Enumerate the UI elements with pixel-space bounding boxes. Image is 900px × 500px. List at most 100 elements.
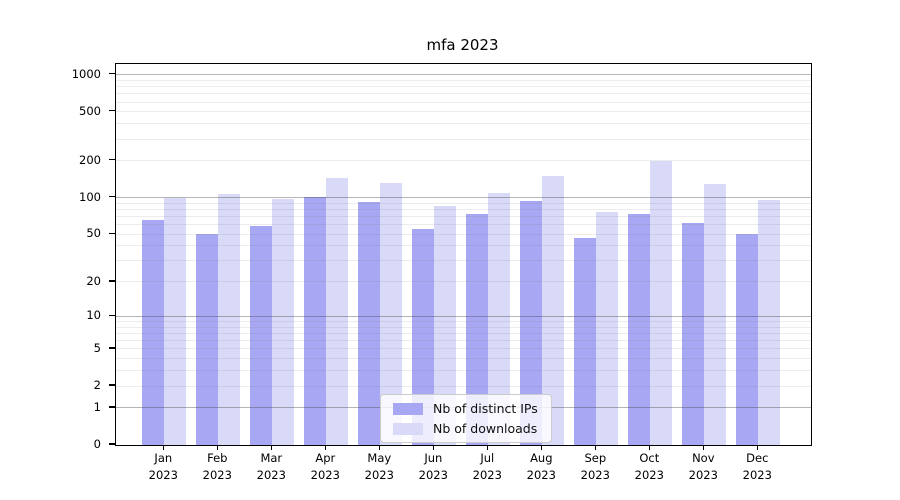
x-tick-mark-mar-2023 <box>270 445 272 450</box>
bar-distinct-ips-jul-2023 <box>466 214 489 445</box>
y-tick-mark-10 <box>109 314 115 317</box>
y-tick-mark-50 <box>109 232 115 234</box>
bar-distinct-ips-jun-2023 <box>412 229 435 445</box>
legend-swatch-downloads <box>393 422 423 435</box>
bar-downloads-sep-2023 <box>596 212 619 445</box>
x-tick-label-oct-2023: Oct 2023 <box>634 451 664 482</box>
bar-downloads-oct-2023 <box>650 160 673 445</box>
y-tick-label-0: 0 <box>93 437 101 451</box>
legend-swatch-distinct-ips <box>393 402 423 415</box>
legend-label-distinct-ips: Nb of distinct IPs <box>433 401 538 416</box>
bar-distinct-ips-mar-2023 <box>250 226 273 445</box>
legend: Nb of distinct IPs Nb of downloads <box>380 394 552 443</box>
gridline-minor-60 <box>116 224 811 226</box>
x-tick-mark-aug-2023 <box>540 445 542 450</box>
bar-downloads-nov-2023 <box>704 183 727 445</box>
plot-area: Nb of distinct IPs Nb of downloads <box>115 63 812 446</box>
bar-downloads-aug-2023 <box>542 176 565 445</box>
y-tick-mark-0 <box>109 443 115 445</box>
x-tick-label-apr-2023: Apr 2023 <box>310 451 340 482</box>
bar-downloads-feb-2023 <box>218 193 241 445</box>
bar-distinct-ips-jan-2023 <box>142 220 165 445</box>
x-tick-mark-sep-2023 <box>594 445 596 450</box>
x-tick-label-nov-2023: Nov 2023 <box>688 451 718 482</box>
gridline-minor-800 <box>116 86 811 88</box>
x-tick-label-feb-2023: Feb 2023 <box>202 451 232 482</box>
bar-distinct-ips-apr-2023 <box>304 197 327 445</box>
y-tick-label-10: 10 <box>86 308 101 323</box>
y-tick-mark-2 <box>109 384 115 386</box>
y-tick-label-1000: 1000 <box>71 66 101 81</box>
gridline-minor-300 <box>116 138 811 140</box>
y-tick-mark-1 <box>109 406 115 408</box>
x-tick-mark-nov-2023 <box>702 445 704 450</box>
y-tick-label-100: 100 <box>79 189 101 204</box>
y-tick-mark-1000 <box>109 73 115 75</box>
y-tick-label-20: 20 <box>86 273 101 288</box>
x-tick-label-jul-2023: Jul 2023 <box>472 451 502 482</box>
x-tick-mark-apr-2023 <box>324 445 326 450</box>
y-tick-mark-20 <box>109 280 115 282</box>
legend-row-distinct-ips: Nb of distinct IPs <box>389 401 543 416</box>
y-tick-label-2: 2 <box>93 378 101 393</box>
gridline-minor-90 <box>116 202 811 204</box>
y-tick-label-1: 1 <box>93 399 101 414</box>
y-tick-label-5: 5 <box>93 340 101 355</box>
x-tick-mark-oct-2023 <box>648 445 650 450</box>
gridline-minor-400 <box>116 123 811 125</box>
gridline-major-100 <box>116 196 811 199</box>
bar-distinct-ips-may-2023 <box>358 202 381 445</box>
gridline-minor-50 <box>116 233 811 235</box>
x-tick-mark-feb-2023 <box>216 445 218 450</box>
legend-label-downloads: Nb of downloads <box>433 421 538 436</box>
gridline-minor-200 <box>116 160 811 162</box>
gridline-minor-5 <box>116 348 811 350</box>
gridline-minor-20 <box>116 281 811 283</box>
x-tick-label-aug-2023: Aug 2023 <box>526 451 556 482</box>
y-tick-label-500: 500 <box>79 103 101 118</box>
y-tick-mark-500 <box>109 110 115 112</box>
chart-title: mfa 2023 <box>426 36 499 54</box>
bar-downloads-may-2023 <box>380 182 403 445</box>
x-tick-mark-dec-2023 <box>756 445 758 450</box>
gridline-minor-3 <box>116 370 811 372</box>
gridline-minor-700 <box>116 93 811 95</box>
x-tick-label-jun-2023: Jun 2023 <box>418 451 448 482</box>
legend-row-downloads: Nb of downloads <box>389 421 543 436</box>
bar-downloads-jul-2023 <box>488 192 511 445</box>
x-tick-mark-jun-2023 <box>432 445 434 450</box>
x-tick-mark-jan-2023 <box>162 445 164 450</box>
gridline-minor-9 <box>116 321 811 323</box>
gridline-minor-600 <box>116 101 811 103</box>
bar-downloads-jan-2023 <box>164 197 187 445</box>
bar-downloads-apr-2023 <box>326 177 349 445</box>
gridline-major-10 <box>116 315 811 318</box>
gridline-minor-70 <box>116 216 811 218</box>
y-tick-mark-200 <box>109 159 115 161</box>
bar-distinct-ips-dec-2023 <box>736 234 759 445</box>
bar-distinct-ips-aug-2023 <box>520 200 543 445</box>
x-tick-label-jan-2023: Jan 2023 <box>148 451 178 482</box>
bar-distinct-ips-nov-2023 <box>682 222 705 445</box>
y-tick-mark-100 <box>109 195 115 198</box>
x-tick-label-may-2023: May 2023 <box>364 451 394 482</box>
gridline-minor-2 <box>116 385 811 387</box>
x-tick-label-dec-2023: Dec 2023 <box>742 451 772 482</box>
bar-distinct-ips-feb-2023 <box>196 234 219 445</box>
x-tick-mark-may-2023 <box>378 445 380 450</box>
bar-downloads-dec-2023 <box>758 199 781 445</box>
gridline-minor-40 <box>116 245 811 247</box>
gridline-minor-80 <box>116 208 811 210</box>
bar-downloads-jun-2023 <box>434 206 457 445</box>
gridline-minor-7 <box>116 333 811 335</box>
x-tick-label-sep-2023: Sep 2023 <box>580 451 610 482</box>
x-tick-label-mar-2023: Mar 2023 <box>256 451 286 482</box>
gridline-minor-900 <box>116 79 811 81</box>
bar-downloads-mar-2023 <box>272 198 295 445</box>
gridline-minor-500 <box>116 111 811 113</box>
gridline-minor-30 <box>116 260 811 262</box>
gridline-major-1000 <box>116 74 811 76</box>
gridline-minor-4 <box>116 358 811 360</box>
gridline-minor-6 <box>116 340 811 342</box>
